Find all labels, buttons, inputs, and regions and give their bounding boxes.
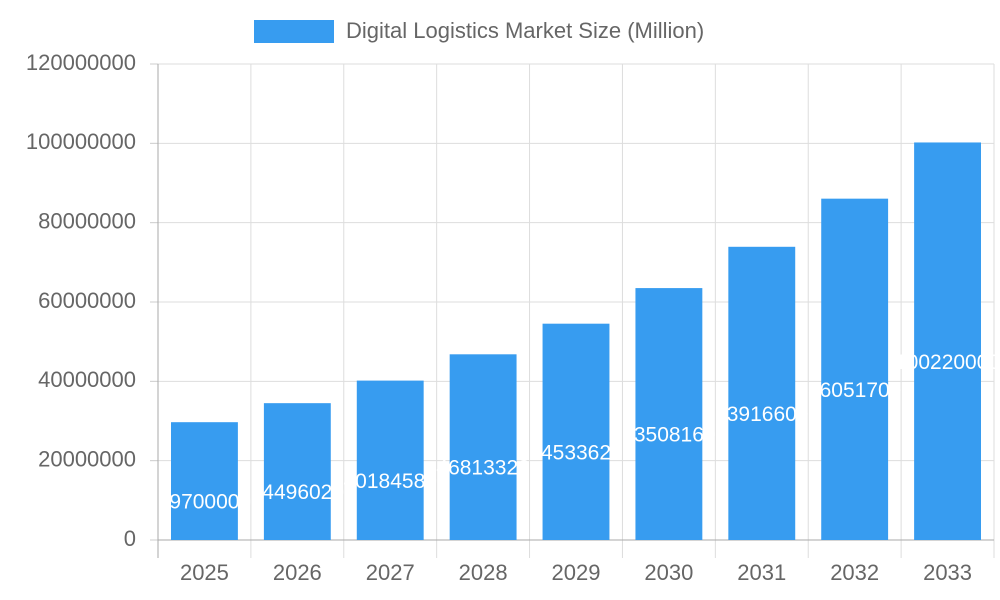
x-tick-label: 2030 xyxy=(644,560,693,585)
bar xyxy=(914,142,981,540)
value-label: 100220000 xyxy=(895,351,1000,374)
x-tick-label: 2032 xyxy=(830,560,879,585)
y-tick-label: 60000000 xyxy=(38,288,136,313)
value-label: 40184580 xyxy=(344,470,437,493)
bar xyxy=(821,198,889,540)
y-tick-label: 100000000 xyxy=(26,129,136,154)
value-label: 63508160 xyxy=(622,424,715,447)
bar xyxy=(356,380,424,540)
value-label: 46813320 xyxy=(436,457,529,480)
y-tick-label: 20000000 xyxy=(38,446,136,471)
value-label: 54533620 xyxy=(529,441,622,464)
value-label: 86051700 xyxy=(808,379,901,402)
y-tick-label: 40000000 xyxy=(38,367,136,392)
bar xyxy=(449,354,517,540)
x-tick-label: 2028 xyxy=(459,560,508,585)
bar xyxy=(542,323,610,540)
value-label: 34496020 xyxy=(251,481,344,504)
bar xyxy=(635,288,703,540)
x-tick-label: 2025 xyxy=(180,560,229,585)
x-tick-label: 2029 xyxy=(552,560,601,585)
x-tick-label: 2031 xyxy=(737,560,786,585)
y-tick-label: 0 xyxy=(124,526,136,551)
value-label: 73916600 xyxy=(715,403,808,426)
value-label: 29700000 xyxy=(158,491,251,514)
bar xyxy=(263,403,331,540)
legend-label: Digital Logistics Market Size (Million) xyxy=(346,18,704,43)
x-tick-label: 2026 xyxy=(273,560,322,585)
y-tick-label: 80000000 xyxy=(38,208,136,233)
bar xyxy=(728,246,796,540)
x-tick-label: 2033 xyxy=(923,560,972,585)
x-tick-label: 2027 xyxy=(366,560,415,585)
y-tick-label: 120000000 xyxy=(26,50,136,75)
bar xyxy=(171,422,238,540)
legend-swatch xyxy=(254,20,334,43)
